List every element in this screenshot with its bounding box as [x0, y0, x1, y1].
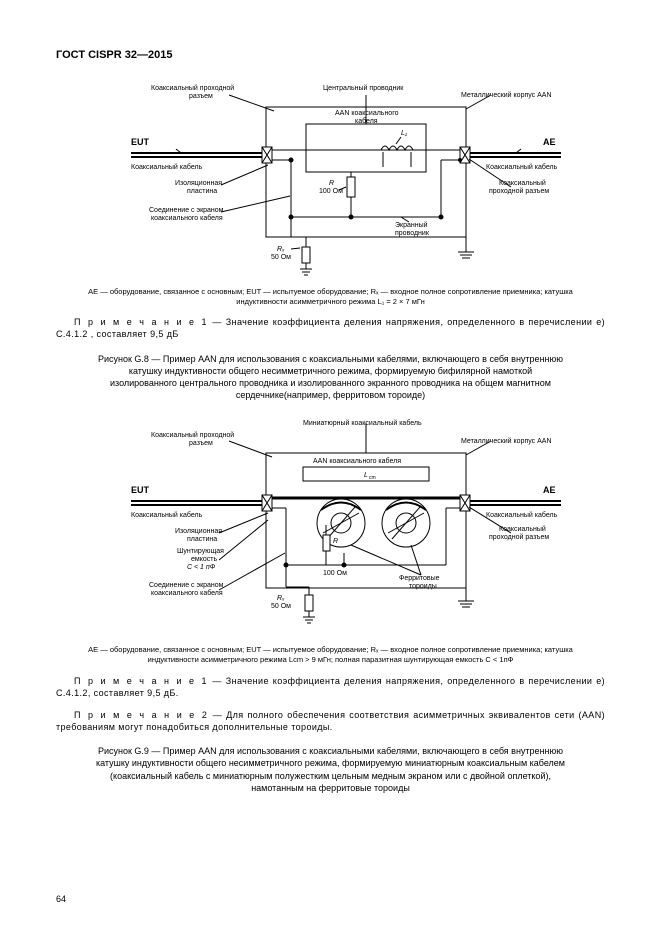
- svg-text:R: R: [329, 180, 334, 187]
- fig-g8-legend: AE — оборудование, связанное с основным;…: [81, 287, 581, 307]
- svg-text:Изоляционная: Изоляционная: [175, 180, 222, 187]
- svg-text:Коаксиальный: Коаксиальный: [499, 525, 546, 533]
- fig-g9-legend: AE — оборудование, связанное с основным;…: [81, 645, 581, 665]
- svg-text:Металлический корпус AAN: Металлический корпус AAN: [461, 437, 552, 445]
- svg-text:cm: cm: [369, 475, 376, 481]
- svg-text:Изоляционная: Изоляционная: [175, 528, 222, 535]
- svg-text:Миниатюрный коаксиальный кабел: Миниатюрный коаксиальный кабель: [303, 419, 422, 427]
- svg-text:Rₓ: Rₓ: [277, 246, 285, 253]
- svg-text:Металлический корпус AAN: Металлический корпус AAN: [461, 91, 552, 99]
- svg-text:тороиды: тороиды: [409, 583, 437, 590]
- note-label: П р и м е ч а н и е 1: [74, 317, 209, 327]
- svg-text:Коаксиальный кабель: Коаксиальный кабель: [486, 511, 558, 519]
- svg-text:50 Ом: 50 Ом: [271, 603, 291, 610]
- svg-text:Соединение с экраном: Соединение с экраном: [149, 207, 224, 214]
- svg-text:проходной разъем: проходной разъем: [489, 533, 549, 541]
- svg-text:Ферритовые: Ферритовые: [399, 575, 440, 582]
- svg-text:коаксиального кабеля: коаксиального кабеля: [151, 589, 223, 597]
- page-number: 64: [56, 893, 66, 905]
- svg-text:проходной разъем: проходной разъем: [489, 187, 549, 195]
- svg-text:AE: AE: [543, 485, 556, 495]
- svg-text:R: R: [333, 538, 338, 545]
- svg-text:C < 1 пФ: C < 1 пФ: [187, 564, 216, 571]
- svg-text:L: L: [364, 472, 368, 479]
- svg-text:AAN коаксиального кабеля: AAN коаксиального кабеля: [313, 457, 401, 465]
- svg-text:проводник: проводник: [395, 230, 430, 237]
- svg-text:Коаксиальный: Коаксиальный: [499, 179, 546, 187]
- svg-text:разъем: разъем: [189, 440, 213, 447]
- svg-text:разъем: разъем: [189, 93, 213, 100]
- svg-text:Коаксиальный кабель: Коаксиальный кабель: [486, 163, 558, 171]
- figure-g8-diagram: Коаксиальный проходной разъем Центральны…: [91, 77, 571, 277]
- svg-text:Коаксиальный кабель: Коаксиальный кабель: [131, 163, 203, 171]
- svg-text:коаксиального кабеля: коаксиального кабеля: [151, 214, 223, 222]
- fig-g8-note: П р и м е ч а н и е 1 — Значение коэффиц…: [56, 316, 605, 340]
- figure-g9-diagram: L cm: [91, 415, 571, 635]
- svg-text:Коаксиальный проходной: Коаксиальный проходной: [151, 84, 234, 92]
- svg-text:EUT: EUT: [131, 137, 150, 147]
- svg-text:Центральный проводник: Центральный проводник: [323, 84, 404, 92]
- note-label: П р и м е ч а н и е 2: [74, 710, 209, 720]
- svg-text:емкость: емкость: [191, 556, 217, 563]
- fig-g8-caption: Рисунок G.8 — Пример AAN для использован…: [96, 353, 566, 402]
- fig-g9-note2: П р и м е ч а н и е 2 — Для полного обес…: [56, 709, 605, 733]
- svg-text:L₁: L₁: [401, 130, 408, 137]
- fig-g9-note1: П р и м е ч а н и е 1 — Значение коэффиц…: [56, 675, 605, 699]
- svg-text:Rₓ: Rₓ: [277, 595, 285, 602]
- svg-text:Экранный: Экранный: [395, 221, 428, 229]
- fig-g9-caption: Рисунок G.9 — Пример AAN для использован…: [96, 745, 566, 794]
- document-page: ГОСТ CISPR 32—2015: [0, 0, 661, 935]
- svg-text:пластина: пластина: [187, 188, 217, 195]
- svg-text:Коаксиальный проходной: Коаксиальный проходной: [151, 431, 234, 439]
- svg-text:Соединение с экраном: Соединение с экраном: [149, 582, 224, 589]
- svg-text:AAN коаксиального: AAN коаксиального: [335, 110, 399, 117]
- standard-header: ГОСТ CISPR 32—2015: [56, 48, 605, 63]
- svg-text:кабеля: кабеля: [355, 117, 378, 125]
- svg-text:пластина: пластина: [187, 536, 217, 543]
- svg-text:Коаксиальный кабель: Коаксиальный кабель: [131, 511, 203, 519]
- svg-text:Шунтирующая: Шунтирующая: [177, 548, 224, 555]
- svg-text:EUT: EUT: [131, 485, 150, 495]
- svg-text:AE: AE: [543, 137, 556, 147]
- svg-text:50 Ом: 50 Ом: [271, 254, 291, 261]
- svg-text:100 Ом: 100 Ом: [319, 188, 343, 195]
- note-label: П р и м е ч а н и е 1: [74, 676, 209, 686]
- svg-text:100 Ом: 100 Ом: [323, 570, 347, 577]
